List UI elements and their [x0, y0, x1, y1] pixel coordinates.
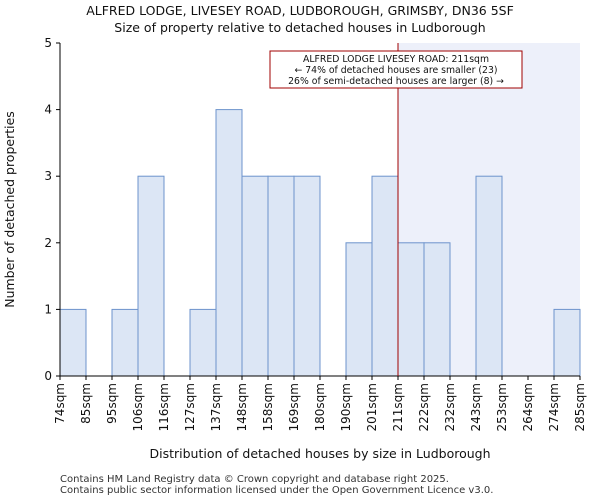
chart-subtitle: Size of property relative to detached ho…: [114, 20, 486, 35]
histogram-bar-12: [371, 175, 399, 377]
x-tick-label: 222sqm: [417, 383, 431, 431]
y-tick-label: 1: [44, 302, 52, 316]
x-tick-label: 106sqm: [131, 383, 145, 431]
y-tick-label: 0: [44, 369, 52, 383]
histogram-bar-14: [423, 242, 451, 377]
histogram-bar-7: [241, 175, 269, 377]
x-tick-label: 190sqm: [339, 383, 353, 431]
x-tick-label: 85sqm: [79, 383, 93, 424]
x-tick-label: 211sqm: [391, 383, 405, 431]
footer: Contains HM Land Registry data © Crown c…: [60, 474, 493, 496]
x-axis-label: Distribution of detached houses by size …: [149, 446, 490, 461]
annotation-line2: ← 74% of detached houses are smaller (23…: [295, 65, 498, 76]
histogram-bar-0: [59, 308, 87, 377]
histogram-bar-13: [397, 242, 425, 377]
x-tick-label: 285sqm: [573, 383, 587, 431]
y-tick-label: 5: [44, 36, 52, 50]
histogram-bar-9: [293, 175, 321, 377]
footer-line-1: Contains HM Land Registry data © Crown c…: [60, 474, 449, 485]
x-tick-label: 116sqm: [157, 383, 171, 431]
x-tick-label: 253sqm: [495, 383, 509, 431]
x-tick-label: 232sqm: [443, 383, 457, 431]
x-tick-label: 180sqm: [313, 383, 327, 431]
x-tick-label: 201sqm: [365, 383, 379, 431]
y-tick-label: 2: [44, 236, 52, 250]
x-tick-label: 158sqm: [261, 383, 275, 431]
y-axis-label: Number of detached properties: [2, 111, 17, 308]
x-tick-label: 95sqm: [105, 383, 119, 424]
x-tick-label: 264sqm: [521, 383, 535, 431]
histogram-bar-8: [267, 175, 295, 377]
histogram-bar-11: [345, 242, 373, 377]
annotation-line3: 26% of semi-detached houses are larger (…: [288, 76, 504, 87]
x-tick-label: 148sqm: [235, 383, 249, 431]
footer-line-2: Contains public sector information licen…: [60, 485, 494, 496]
y-tick-label: 3: [44, 169, 52, 183]
annotation-box: [269, 50, 523, 89]
histogram-bar-6: [215, 109, 243, 377]
x-tick-label: 243sqm: [469, 383, 483, 431]
histogram-bar-3: [137, 175, 165, 377]
histogram-bar-5: [189, 308, 217, 377]
chart-title: ALFRED LODGE, LIVESEY ROAD, LUDBOROUGH, …: [86, 3, 514, 18]
histogram-bar-19: [553, 308, 581, 377]
x-tick-label: 137sqm: [209, 383, 223, 431]
annotation-line1: ALFRED LODGE LIVESEY ROAD: 211sqm: [303, 54, 489, 65]
x-tick-label: 74sqm: [53, 383, 67, 424]
y-tick-label: 4: [44, 103, 52, 117]
x-tick-label: 169sqm: [287, 383, 301, 431]
histogram-chart: 0 1 2 3 4 5 74sqm 85sqm 95sqm 106sqm 116sqm 127sqm…: [2, 36, 587, 461]
histogram-bar-2: [111, 308, 139, 377]
x-tick-label: 274sqm: [547, 383, 561, 431]
histogram-bar-16: [475, 175, 503, 377]
x-tick-label: 127sqm: [183, 383, 197, 431]
